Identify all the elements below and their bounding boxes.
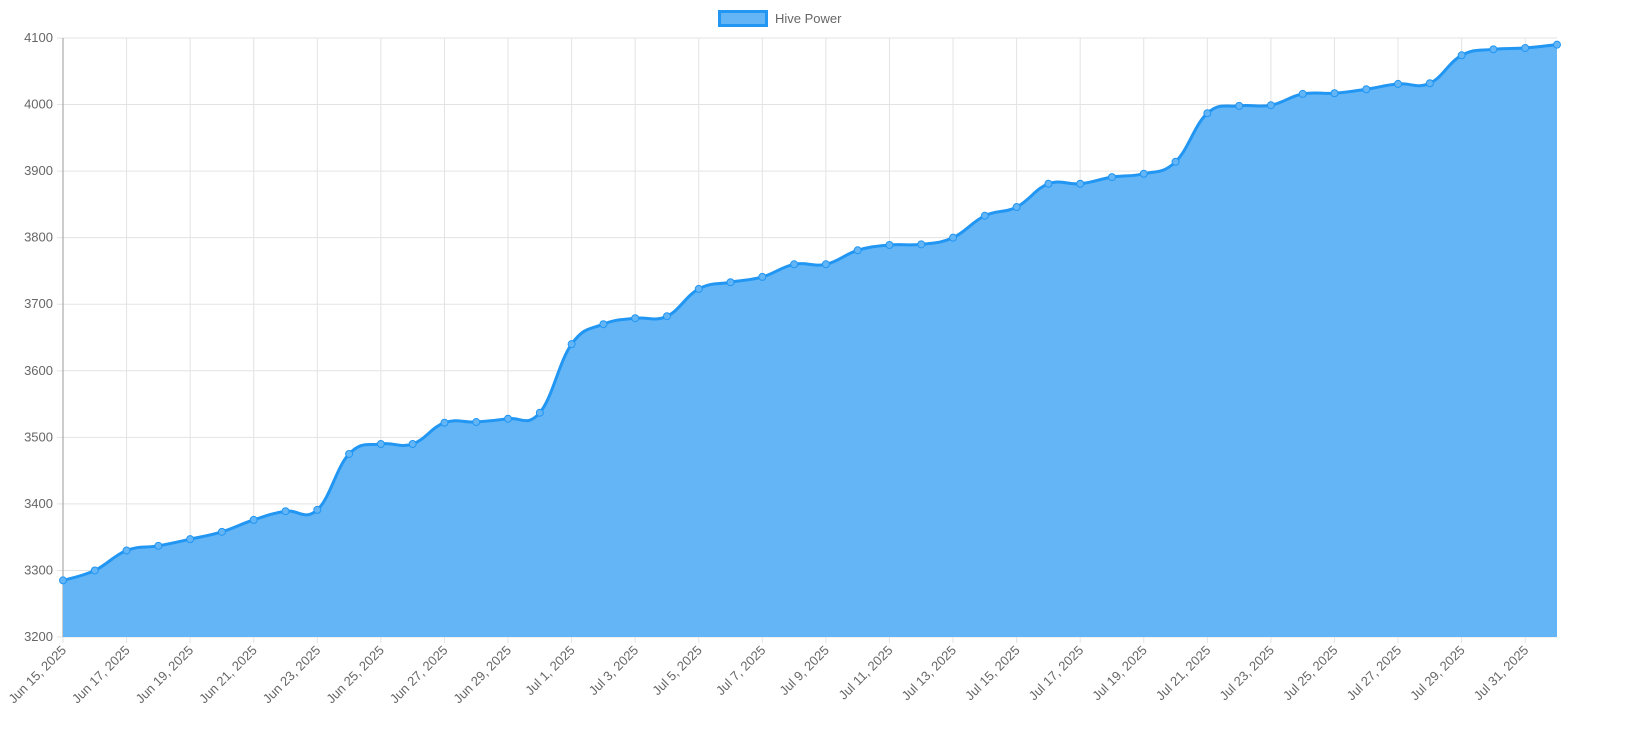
point	[980, 211, 989, 220]
point	[249, 515, 258, 524]
point	[917, 240, 926, 249]
point	[1076, 179, 1085, 188]
point	[790, 260, 799, 269]
x-tick-label: Jun 27, 2025	[387, 643, 451, 707]
point	[440, 418, 449, 427]
point	[472, 418, 481, 427]
x-tick-label: Jul 29, 2025	[1407, 643, 1468, 704]
y-tick-label: 4100	[24, 30, 53, 45]
point	[885, 240, 894, 249]
y-tick-label: 3500	[24, 429, 53, 444]
point	[1139, 169, 1148, 178]
x-tick-label: Jul 25, 2025	[1280, 643, 1341, 704]
point	[853, 246, 862, 255]
x-tick-label: Jul 21, 2025	[1153, 643, 1214, 704]
point	[1362, 85, 1371, 94]
x-tick-label: Jun 19, 2025	[132, 643, 196, 707]
x-tick-label: Jun 17, 2025	[69, 643, 133, 707]
y-tick-label: 3300	[24, 562, 53, 577]
x-tick-label: Jun 15, 2025	[5, 643, 69, 707]
x-tick-label: Jul 5, 2025	[649, 643, 705, 699]
x-tick-label: Jun 25, 2025	[323, 643, 387, 707]
y-tick-label: 3400	[24, 496, 53, 511]
point	[1203, 109, 1212, 118]
x-tick-label: Jul 19, 2025	[1089, 643, 1150, 704]
y-tick-label: 3200	[24, 629, 53, 644]
x-tick-label: Jun 29, 2025	[450, 643, 514, 707]
point	[313, 505, 322, 514]
point	[217, 527, 226, 536]
point	[1171, 157, 1180, 166]
x-tick-label: Jul 3, 2025	[586, 643, 642, 699]
point	[1425, 79, 1434, 88]
legend-swatch	[718, 10, 768, 27]
area-fill	[63, 44, 1557, 637]
x-tick-label: Jul 23, 2025	[1216, 643, 1277, 704]
point	[90, 566, 99, 575]
point	[1394, 79, 1403, 88]
x-tick-label: Jul 11, 2025	[836, 643, 896, 703]
x-tick-label: Jun 23, 2025	[260, 643, 324, 707]
point	[1330, 89, 1339, 98]
y-tick-label: 3700	[24, 296, 53, 311]
x-tick-label: Jul 1, 2025	[522, 643, 578, 699]
x-tick-label: Jul 13, 2025	[898, 643, 959, 704]
point	[122, 546, 131, 555]
point	[376, 439, 385, 448]
y-tick-label: 3800	[24, 230, 53, 245]
point	[631, 314, 640, 323]
point	[1553, 40, 1561, 49]
point	[1235, 101, 1244, 110]
x-tick-label: Jul 7, 2025	[713, 643, 769, 699]
point	[1044, 179, 1053, 188]
point	[662, 312, 671, 321]
point	[1489, 45, 1498, 54]
point	[1521, 43, 1530, 52]
point	[1012, 203, 1021, 212]
point	[599, 320, 608, 329]
point	[949, 233, 958, 242]
point	[186, 535, 195, 544]
point	[535, 408, 544, 417]
point	[694, 284, 703, 293]
x-tick-label: Jul 31, 2025	[1471, 643, 1532, 704]
point	[821, 260, 830, 269]
legend-label: Hive Power	[775, 11, 842, 26]
y-tick-label: 3900	[24, 163, 53, 178]
x-tick-label: Jul 9, 2025	[776, 643, 832, 699]
point	[408, 439, 417, 448]
point	[281, 507, 290, 516]
x-tick-label: Jul 27, 2025	[1343, 643, 1404, 704]
point	[567, 340, 576, 349]
point	[345, 449, 354, 458]
y-tick-label: 4000	[24, 97, 53, 112]
point	[59, 576, 67, 585]
point	[504, 414, 513, 423]
point	[1298, 89, 1307, 98]
point	[1266, 101, 1275, 110]
x-tick-label: Jul 17, 2025	[1026, 643, 1087, 704]
y-tick-label: 3600	[24, 363, 53, 378]
x-tick-label: Jul 15, 2025	[962, 643, 1023, 704]
point	[726, 278, 735, 287]
point	[1457, 51, 1466, 60]
x-tick-label: Jun 21, 2025	[196, 643, 260, 707]
point	[154, 541, 163, 550]
point	[1107, 173, 1116, 182]
point	[758, 272, 767, 281]
